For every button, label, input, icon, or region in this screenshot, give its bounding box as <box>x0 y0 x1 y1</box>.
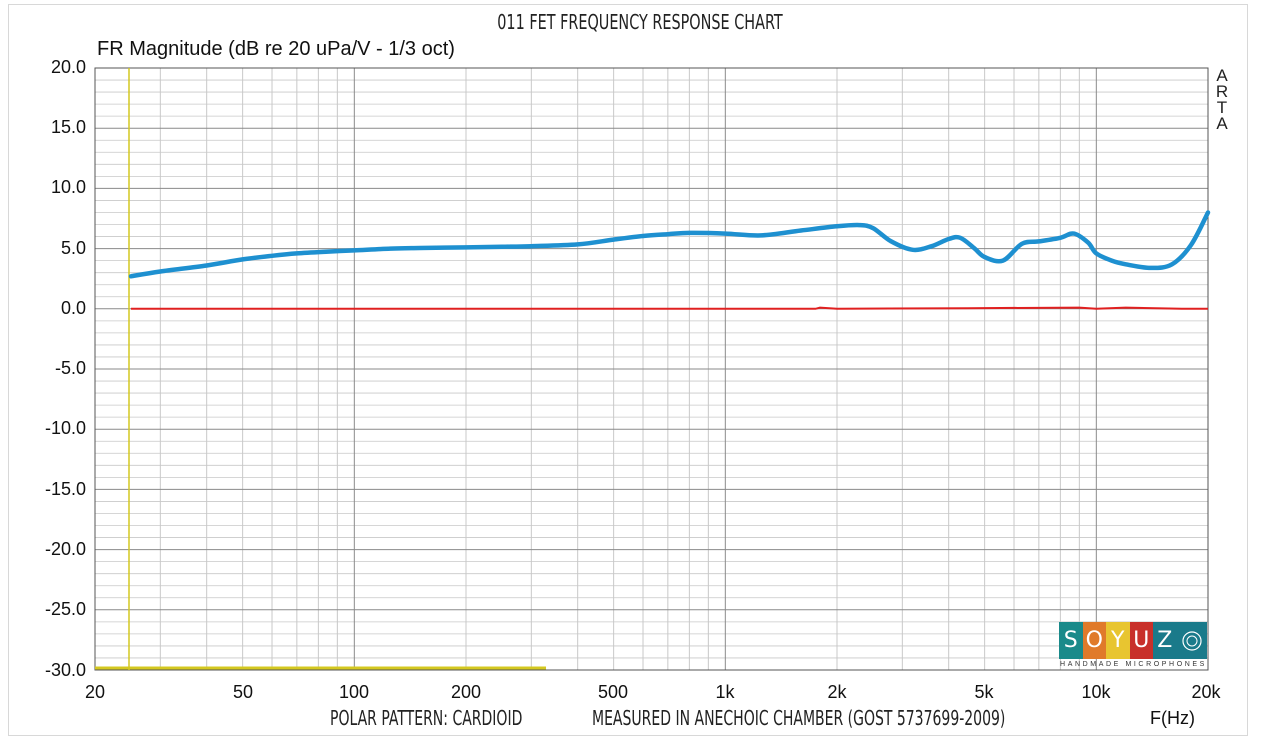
logo-tile: O <box>1082 622 1106 659</box>
arta-letter: R <box>1215 82 1229 101</box>
x-tick: 20k <box>1191 682 1221 702</box>
logo-tile: Z <box>1153 622 1177 659</box>
y-tick: -30.0 <box>44 660 86 680</box>
logo-emblem-icon <box>1176 622 1207 659</box>
chart-title: 011 FET FREQUENCY RESPONSE CHART <box>497 10 783 34</box>
x-tick: 100 <box>338 682 370 702</box>
y-axis-title: FR Magnitude (dB re 20 uPa/V - 1/3 oct) <box>97 38 455 60</box>
x-tick: 50 <box>232 682 254 702</box>
frequency-response-curve <box>128 210 1211 279</box>
plot-border <box>94 67 1209 671</box>
y-tick: -20.0 <box>44 539 86 559</box>
x-tick: 1k <box>715 682 735 702</box>
x-tick: 500 <box>597 682 629 702</box>
x-tick: 20 <box>84 682 106 702</box>
y-tick: -15.0 <box>44 479 86 499</box>
arta-letter: T <box>1216 98 1228 117</box>
y-tick: 15.0 <box>50 117 86 137</box>
chart-frame <box>8 4 1248 736</box>
x-tick: 5k <box>974 682 994 702</box>
y-tick: 10.0 <box>50 177 86 197</box>
arta-letter: A <box>1216 66 1228 85</box>
polar-pattern-label: POLAR PATTERN: CARDIOID <box>330 706 523 730</box>
major-gridlines <box>95 67 1208 671</box>
x-tick: 200 <box>450 682 482 702</box>
logo-tile: S <box>1059 622 1083 659</box>
measurement-note: MEASURED IN ANECHOIC CHAMBER (GOST 57376… <box>592 706 1006 730</box>
logo-subtitle: HANDMADE MICROPHONES <box>1060 661 1207 668</box>
y-tick: -5.0 <box>54 358 86 378</box>
y-tick: 0.0 <box>60 298 86 318</box>
soyuz-logo: S O Y U Z HANDMADE MICROPHONES <box>1059 622 1208 670</box>
y-tick: -25.0 <box>44 599 86 619</box>
x-tick: 2k <box>827 682 847 702</box>
y-tick: -10.0 <box>44 418 86 438</box>
logo-tile: U <box>1129 622 1153 659</box>
x-axis-unit: F(Hz) <box>1150 708 1195 728</box>
logo-tile: Y <box>1106 622 1130 659</box>
y-tick: 5.0 <box>60 238 86 258</box>
arta-letter: A <box>1216 114 1228 133</box>
x-tick: 10k <box>1081 682 1111 702</box>
y-tick: 20.0 <box>50 57 86 77</box>
reference-line <box>131 306 1208 310</box>
arta-watermark: A R T A <box>1214 66 1230 133</box>
